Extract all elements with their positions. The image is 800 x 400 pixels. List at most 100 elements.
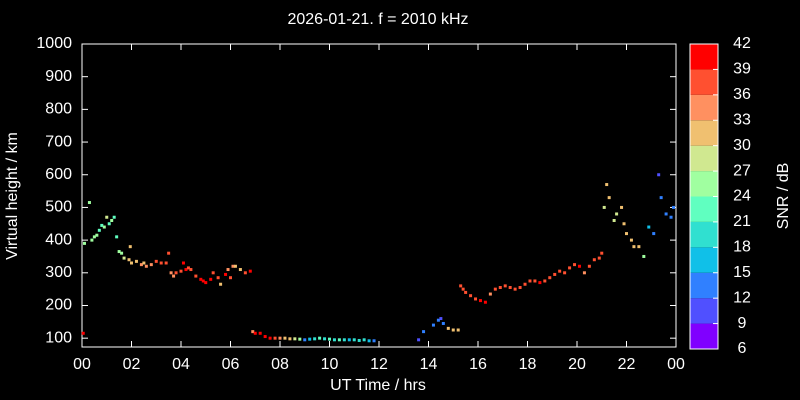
data-point xyxy=(647,225,651,229)
colorbar-swatch xyxy=(690,145,718,172)
data-point xyxy=(293,337,297,341)
data-point xyxy=(664,212,668,216)
x-tick-label: 22 xyxy=(618,356,636,373)
colorbar-swatch xyxy=(690,171,718,197)
x-tick-label: 06 xyxy=(222,356,240,373)
data-point xyxy=(563,271,567,275)
colorbar-swatch xyxy=(690,94,718,121)
data-point xyxy=(629,238,633,242)
data-point xyxy=(568,266,572,270)
data-point xyxy=(622,222,626,226)
data-point xyxy=(592,258,596,262)
x-tick-label: 14 xyxy=(420,356,438,373)
data-point xyxy=(268,336,272,340)
data-point xyxy=(332,338,336,342)
data-point xyxy=(229,276,232,280)
data-point xyxy=(318,336,322,340)
data-point xyxy=(417,338,421,342)
data-point xyxy=(474,297,478,301)
data-point xyxy=(672,205,676,209)
colorbar-swatch xyxy=(690,44,718,70)
data-point xyxy=(134,259,138,263)
data-point xyxy=(461,287,465,291)
data-point xyxy=(95,233,99,237)
x-tick-label: 00 xyxy=(73,356,91,373)
data-point xyxy=(233,264,237,268)
data-point xyxy=(243,271,247,275)
colorbar-tick-label: 27 xyxy=(733,162,751,179)
colorbar-label: SNR / dB xyxy=(775,163,792,230)
colorbar-swatch xyxy=(690,272,718,299)
data-point xyxy=(456,328,460,332)
y-tick-label: 700 xyxy=(45,133,72,150)
data-point xyxy=(238,268,242,272)
x-tick-label: 12 xyxy=(370,356,388,373)
data-point xyxy=(154,259,158,263)
data-point xyxy=(602,205,606,209)
y-tick-label: 300 xyxy=(45,264,72,281)
colorbar-swatch xyxy=(690,120,718,146)
data-point xyxy=(600,251,604,255)
data-point xyxy=(459,284,463,288)
data-point xyxy=(251,330,255,334)
colorbar-tick-label: 36 xyxy=(733,86,751,103)
data-point xyxy=(612,219,616,223)
data-point xyxy=(258,331,262,335)
data-point xyxy=(469,294,473,298)
data-point xyxy=(573,263,577,267)
y-tick-label: 800 xyxy=(45,101,72,118)
data-point xyxy=(167,251,171,255)
y-tick-label: 200 xyxy=(45,297,72,314)
colorbar-tick-label: 39 xyxy=(733,61,751,78)
data-point xyxy=(204,281,208,285)
data-point xyxy=(172,274,176,278)
y-axis-label: Virtual height / km xyxy=(4,132,21,260)
x-tick-label: 20 xyxy=(568,356,586,373)
data-point xyxy=(122,256,126,260)
colorbar-tick-label: 12 xyxy=(733,289,751,306)
data-point xyxy=(128,245,132,249)
data-point xyxy=(82,241,86,245)
colorbar-swatch xyxy=(690,69,718,95)
data-point xyxy=(303,338,307,342)
data-point xyxy=(652,232,656,236)
data-point xyxy=(513,287,517,291)
data-point xyxy=(342,338,346,342)
data-point xyxy=(105,215,109,219)
data-point xyxy=(553,272,557,276)
data-point xyxy=(528,279,532,283)
data-point xyxy=(446,326,450,330)
data-point xyxy=(110,219,114,223)
data-point xyxy=(139,263,143,267)
colorbar-tick-label: 24 xyxy=(733,188,751,205)
data-point xyxy=(184,268,188,272)
data-point xyxy=(149,263,153,267)
data-point xyxy=(209,277,213,281)
data-point xyxy=(523,282,527,286)
y-tick-label: 100 xyxy=(45,329,72,346)
data-point xyxy=(431,323,435,327)
data-point xyxy=(216,276,220,280)
data-point xyxy=(248,269,252,273)
colorbar-tick-label: 18 xyxy=(733,239,751,256)
colorbar-tick-label: 42 xyxy=(733,35,751,52)
data-point xyxy=(92,235,96,239)
data-point xyxy=(488,292,492,296)
data-point xyxy=(605,183,609,187)
data-point xyxy=(538,281,542,285)
data-point xyxy=(367,339,371,343)
data-point xyxy=(372,339,376,343)
y-tick-label: 600 xyxy=(45,166,72,183)
data-point xyxy=(117,250,121,254)
data-point xyxy=(102,225,106,229)
data-point xyxy=(298,337,302,341)
colorbar-tick-label: 33 xyxy=(733,111,751,128)
colorbar-tick-label: 30 xyxy=(733,137,751,154)
data-point xyxy=(181,261,185,265)
data-point xyxy=(669,215,673,219)
data-point xyxy=(607,196,611,200)
x-tick-label: 10 xyxy=(321,356,339,373)
data-point xyxy=(642,254,646,258)
data-point xyxy=(100,223,104,227)
